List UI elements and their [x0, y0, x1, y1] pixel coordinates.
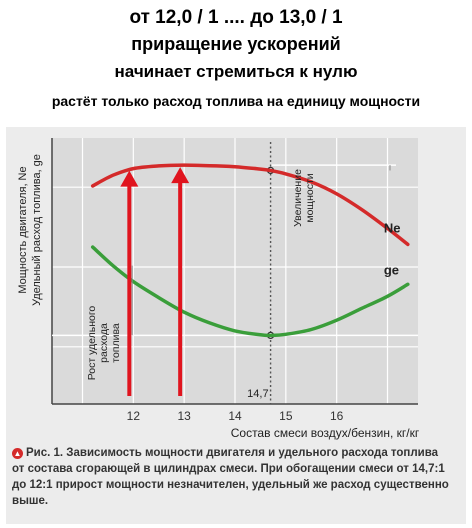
- annotation-14-7: 14,7: [247, 388, 268, 400]
- annotation-consumption-growth-line-1: расхода: [98, 323, 110, 363]
- x-tick-label-13: 13: [177, 409, 191, 423]
- arrow-layer: [120, 165, 391, 396]
- series-layer: Ne ge: [90, 163, 410, 338]
- annotation-consumption-growth-line-2: топлива: [110, 323, 122, 363]
- figure-caption: ▲ Рис. 1. Зависимость мощности двигателя …: [12, 445, 452, 509]
- x-axis-label: Состав смеси воздух/бензин, кг/кг: [231, 426, 420, 440]
- headline-line-1: от 12,0 / 1 .... до 13,0 / 1: [129, 7, 343, 28]
- caption-marker-icon: ▲: [12, 448, 23, 459]
- series-line-ge: [90, 245, 410, 338]
- annotation-power-increase-line-0: Увеличение: [292, 169, 304, 227]
- annotations: 14,7 Увеличение мощности Рост удельного расх…: [86, 169, 316, 400]
- headline-line-4: растёт только расход топлива на единицу …: [51, 93, 421, 109]
- series-label-ge: ge: [384, 262, 399, 277]
- y-axis-label: Мощность двигателя, Ne Удельный расход то…: [17, 154, 43, 306]
- series-label-Ne: Ne: [384, 220, 401, 235]
- caption-text: Рис. 1. Зависимость мощности двигателя и…: [12, 447, 449, 507]
- x-tick-label-16: 16: [330, 409, 344, 423]
- headline-line-2: приращение ускорений: [131, 34, 341, 54]
- headline-line-3: начинает стремиться к нулю: [114, 62, 358, 81]
- x-tick-label-12: 12: [127, 409, 141, 423]
- annotation-consumption-growth-line-0: Рост удельного: [86, 306, 98, 381]
- y-axis-label-line-1: Удельный расход топлива, ge: [31, 154, 43, 306]
- series-line-Ne: [90, 163, 410, 247]
- x-tick-labels: 12 13 14 15 16: [127, 409, 344, 423]
- x-tick-label-15: 15: [279, 409, 293, 423]
- y-axis-label-line-0: Мощность двигателя, Ne: [17, 166, 29, 293]
- red-arrow-head-1: [171, 167, 190, 184]
- annotation-power-increase-line-1: мощности: [304, 173, 316, 222]
- red-arrow-head-0: [120, 170, 139, 187]
- x-tick-label-14: 14: [228, 409, 242, 423]
